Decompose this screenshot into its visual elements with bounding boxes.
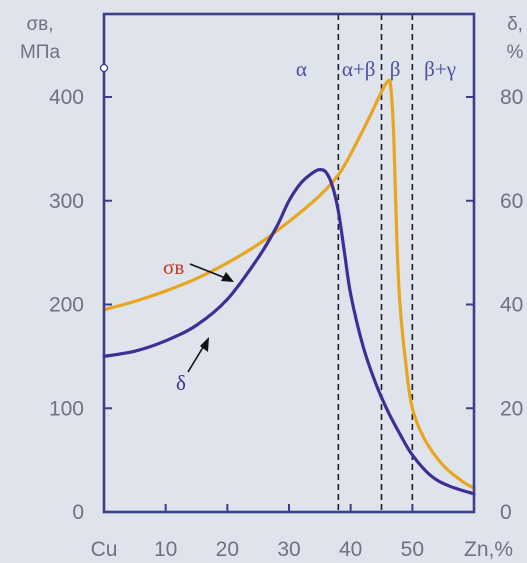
x-axis-label: Zn,% xyxy=(464,538,513,561)
delta-curve xyxy=(102,168,476,496)
delta-arrow-head xyxy=(200,337,209,352)
sigma-b-curve xyxy=(102,78,476,490)
x-tick-label-20: 20 xyxy=(216,538,239,561)
left-tick-label-100: 100 xyxy=(49,397,84,420)
left-tick-label-300: 300 xyxy=(49,190,84,213)
left-tick-label-0: 0 xyxy=(72,501,84,524)
sigma-b-arrow-head xyxy=(221,272,234,282)
plot-frame xyxy=(102,12,476,514)
delta-arrow-line xyxy=(187,343,206,373)
x-tick-label-40: 40 xyxy=(339,538,362,561)
left-tick-label-200: 200 xyxy=(49,294,84,317)
right-tick-label-40: 40 xyxy=(500,294,523,317)
sigma-b-arrow-line xyxy=(189,263,229,280)
right-axis-title-line1: δ, xyxy=(507,14,523,35)
right-tick-label-60: 60 xyxy=(500,190,523,213)
axis-marker-dot xyxy=(99,63,109,73)
right-axis-title-line2: % xyxy=(507,42,524,63)
phase-label-3: β xyxy=(390,57,401,81)
delta-annotation: δ xyxy=(176,371,186,395)
phase-label-1: α xyxy=(296,57,307,81)
x-tick-label-10: 10 xyxy=(154,538,177,561)
left-tick-label-400: 400 xyxy=(49,86,84,109)
left-axis-title-line1: σв, xyxy=(26,14,53,35)
x-tick-label-0: Cu xyxy=(91,538,118,561)
phase-label-4: β+γ xyxy=(424,57,456,81)
right-tick-label-0: 0 xyxy=(500,501,512,524)
phase-label-2: α+β xyxy=(342,57,376,81)
right-tick-label-20: 20 xyxy=(500,397,523,420)
left-axis-title-line2: МПа xyxy=(20,42,60,63)
x-tick-label-50: 50 xyxy=(401,538,424,561)
right-tick-label-80: 80 xyxy=(500,86,523,109)
sigma-b-annotation: σв xyxy=(163,255,184,279)
x-tick-label-30: 30 xyxy=(277,538,300,561)
